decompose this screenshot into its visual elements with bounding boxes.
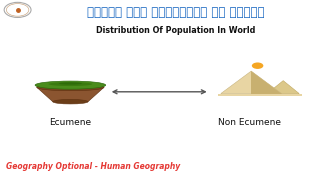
Polygon shape <box>37 87 104 102</box>
Polygon shape <box>221 71 282 94</box>
Text: Geography Optional - Human Geography: Geography Optional - Human Geography <box>6 162 181 171</box>
Text: विश्व में जनसँख्या का वितरण: विश्व में जनसँख्या का वितरण <box>87 6 265 19</box>
Ellipse shape <box>59 82 82 85</box>
Text: Non Ecumene: Non Ecumene <box>218 118 281 127</box>
Ellipse shape <box>49 82 92 86</box>
Circle shape <box>4 2 31 17</box>
Circle shape <box>252 62 263 69</box>
Text: Ecumene: Ecumene <box>49 118 92 127</box>
Text: Distribution Of Population In World: Distribution Of Population In World <box>96 26 256 35</box>
Ellipse shape <box>35 81 106 89</box>
Polygon shape <box>218 94 302 96</box>
Polygon shape <box>267 81 299 94</box>
Ellipse shape <box>53 99 88 104</box>
Polygon shape <box>251 71 282 94</box>
Ellipse shape <box>37 84 104 91</box>
